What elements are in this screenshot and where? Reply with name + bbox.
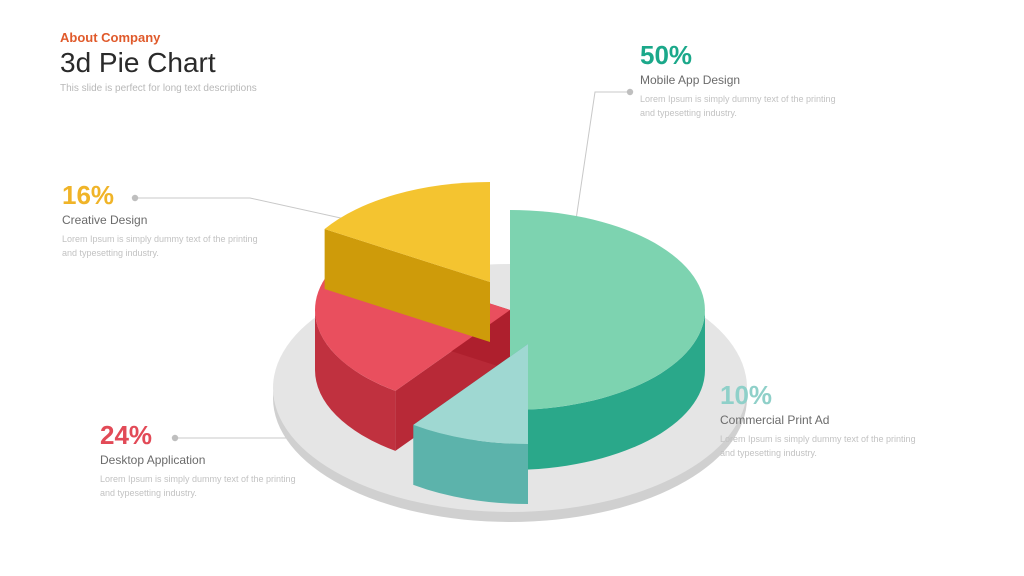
callout-desc: Lorem Ipsum is simply dummy text of the …: [720, 433, 920, 460]
callout-label: Creative Design: [62, 213, 262, 227]
callout-desc: Lorem Ipsum is simply dummy text of the …: [100, 473, 300, 500]
pie-chart-3d: [260, 120, 760, 540]
header-block: About Company 3d Pie Chart This slide is…: [60, 30, 257, 94]
callout-label: Desktop Application: [100, 453, 300, 467]
eyebrow-text: About Company: [60, 30, 257, 45]
callout-percent: 10%: [720, 380, 920, 411]
callout-desc: Lorem Ipsum is simply dummy text of the …: [62, 233, 262, 260]
callout-label: Commercial Print Ad: [720, 413, 920, 427]
callout-percent: 24%: [100, 420, 300, 451]
callout-label: Mobile App Design: [640, 73, 840, 87]
callout-desktop: 24% Desktop Application Lorem Ipsum is sim…: [100, 420, 300, 500]
callout-mobile: 50% Mobile App Design Lorem Ipsum is simpl…: [640, 40, 840, 120]
callout-creative: 16% Creative Design Lorem Ipsum is simply …: [62, 180, 262, 260]
callout-desc: Lorem Ipsum is simply dummy text of the …: [640, 93, 840, 120]
page-title: 3d Pie Chart: [60, 47, 257, 79]
callout-percent: 50%: [640, 40, 840, 71]
page-subtitle: This slide is perfect for long text desc…: [60, 83, 257, 94]
callout-percent: 16%: [62, 180, 262, 211]
callout-commercial: 10% Commercial Print Ad Lorem Ipsum is sim…: [720, 380, 920, 460]
